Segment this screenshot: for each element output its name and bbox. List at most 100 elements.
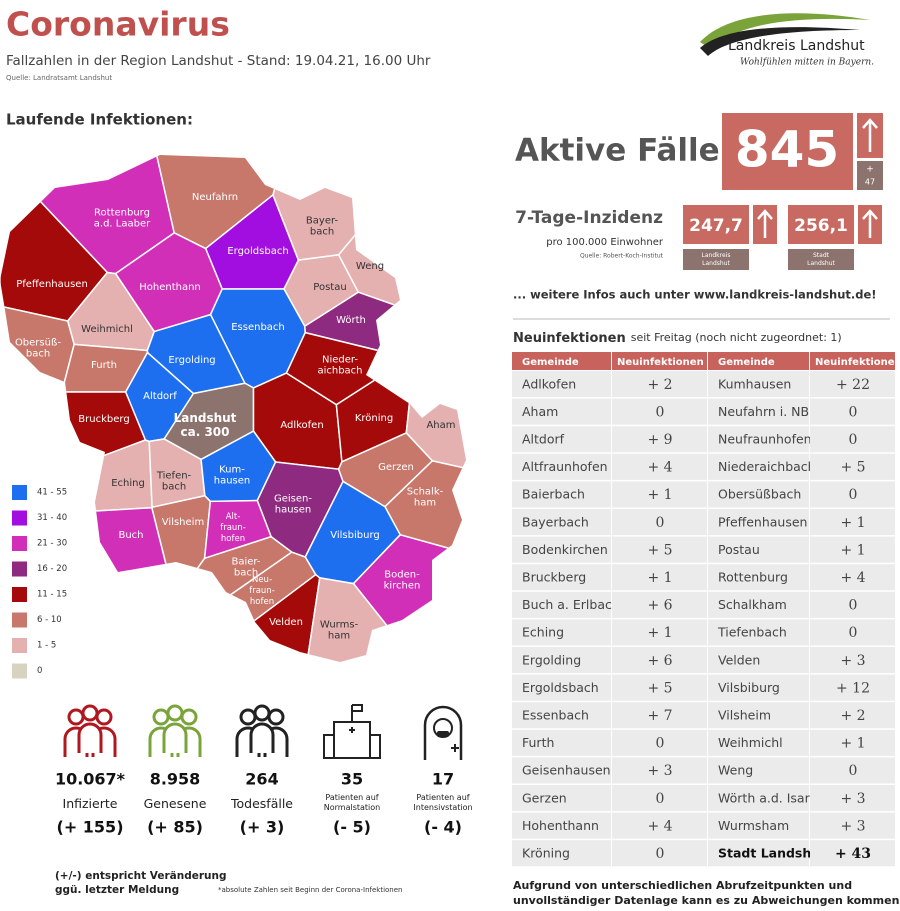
stat-change: (+ 85) bbox=[147, 818, 203, 837]
region-label: Gerzen bbox=[378, 462, 414, 473]
region-label-line: Obersüß- bbox=[15, 338, 62, 349]
table-cell bbox=[708, 509, 809, 536]
table-text: Rottenburg bbox=[718, 570, 788, 585]
table-text: Furth bbox=[522, 735, 554, 750]
region-label-line: Furth bbox=[91, 360, 117, 371]
stat-value: 10.067* bbox=[55, 770, 126, 789]
region-label: Wurms-ham bbox=[320, 620, 359, 642]
region-label-line: bach bbox=[162, 482, 186, 493]
icon bbox=[95, 708, 113, 726]
change-note-line: ggü. letzter Meldung bbox=[55, 884, 179, 896]
change-value: 47 bbox=[865, 178, 875, 187]
table-header-cell bbox=[512, 352, 611, 370]
region-label-line: Neu- bbox=[252, 575, 272, 585]
table-text: 0 bbox=[656, 515, 665, 531]
icon bbox=[267, 708, 285, 726]
legend-swatch bbox=[12, 510, 27, 526]
table-header: Neuinfektionen bbox=[617, 357, 704, 368]
table-text: + 7 bbox=[647, 708, 672, 724]
stat-value: 35 bbox=[341, 770, 363, 789]
more-info: ... weitere Infos auch unter www.landkre… bbox=[513, 288, 877, 302]
table-cell bbox=[512, 840, 611, 867]
table-cell bbox=[512, 371, 611, 398]
table-text: 0 bbox=[849, 598, 858, 614]
table-cell bbox=[810, 371, 895, 398]
region-label-line: ham bbox=[414, 498, 436, 509]
region-label: Weihmichl bbox=[81, 324, 133, 335]
region-label-line: Wörth bbox=[336, 315, 366, 326]
region-label: Aham bbox=[426, 420, 455, 431]
incidence-title: 7-Tage-Inzidenz bbox=[515, 208, 663, 228]
legend-label: 1 - 5 bbox=[37, 641, 56, 651]
region-label: Obersüß-bach bbox=[15, 338, 62, 360]
region-label-line: hofen bbox=[250, 597, 274, 607]
stat-label: Genesene bbox=[144, 796, 207, 811]
incidence-label-line: Stadt bbox=[813, 252, 830, 259]
legend-label: 21 - 30 bbox=[37, 539, 67, 549]
change-box bbox=[857, 161, 883, 190]
table-cell bbox=[810, 591, 895, 618]
icon bbox=[166, 704, 184, 722]
table-cell bbox=[708, 453, 809, 480]
table-heading-main: Neuinfektionen bbox=[513, 331, 626, 346]
table-text: Bodenkirchen bbox=[522, 542, 608, 557]
legend-label: 6 - 10 bbox=[37, 615, 62, 625]
table-text: Neufraunhofen bbox=[718, 432, 812, 447]
table-cell bbox=[512, 481, 611, 508]
legend-swatch bbox=[12, 587, 27, 602]
region-label: Nieder-aichbach bbox=[317, 355, 362, 377]
active-value: 845 bbox=[735, 121, 839, 179]
legend-swatch bbox=[12, 485, 27, 500]
region-label-line: Rottenburg bbox=[94, 208, 150, 219]
stat-change: (- 4) bbox=[424, 818, 462, 837]
stat-value: 264 bbox=[245, 770, 278, 789]
table-cell bbox=[708, 371, 809, 398]
map bbox=[0, 155, 466, 662]
table-text: + 3 bbox=[647, 763, 672, 779]
table-text: Altfraunhofen bbox=[522, 459, 608, 474]
stat-label-line: Normalstation bbox=[324, 803, 380, 812]
table-text: 0 bbox=[656, 846, 665, 862]
region-label: Boden-kirchen bbox=[384, 570, 421, 592]
region-label-line: fraun- bbox=[220, 523, 246, 533]
table-cell bbox=[512, 619, 611, 646]
stat-value: 17 bbox=[432, 770, 454, 789]
table-cell bbox=[612, 426, 707, 453]
region-label: Kum-hausen bbox=[214, 465, 251, 487]
table-text: Schalkham bbox=[718, 597, 787, 612]
icon bbox=[323, 734, 335, 759]
table-cell bbox=[810, 398, 895, 425]
incidence-label-line: Landshut bbox=[807, 260, 835, 267]
table-text: + 1 bbox=[840, 515, 865, 531]
table-cell bbox=[708, 702, 809, 729]
table-cell bbox=[810, 812, 895, 839]
icon bbox=[349, 727, 355, 733]
region-label: Bayer-bach bbox=[306, 216, 339, 238]
stat-label-line: Patienten auf bbox=[325, 793, 378, 802]
table-text: Eching bbox=[522, 625, 564, 640]
table-cell bbox=[708, 564, 809, 591]
table-text: + 9 bbox=[647, 432, 672, 448]
legend-swatch bbox=[12, 663, 27, 679]
table-header-cell bbox=[708, 352, 809, 370]
stat-change: (+ 3) bbox=[240, 818, 285, 837]
table-text: Postau bbox=[718, 542, 760, 557]
incidence-label-box bbox=[788, 249, 854, 270]
map-heading: Laufende Infektionen: bbox=[6, 111, 193, 129]
region-label-line: Vilsbiburg bbox=[330, 530, 379, 541]
region-label: Neu-fraun-hofen bbox=[249, 575, 275, 607]
table-text: + 1 bbox=[647, 570, 672, 586]
legend-swatch bbox=[12, 561, 27, 577]
table-text: + 4 bbox=[647, 460, 672, 476]
arrow bbox=[757, 209, 773, 220]
table-cell bbox=[810, 702, 895, 729]
legend-label: 11 - 15 bbox=[37, 590, 67, 600]
table-heading-note: seit Freitag (noch nicht zugeordnet: 1) bbox=[631, 331, 842, 344]
table-text: Wörth a.d. Isar bbox=[718, 790, 811, 805]
stat-change: (+ 155) bbox=[57, 818, 124, 837]
logo-swoosh bbox=[700, 27, 860, 56]
region-label-line: hausen bbox=[275, 505, 312, 516]
icon bbox=[81, 704, 99, 722]
table-cell bbox=[708, 619, 809, 646]
